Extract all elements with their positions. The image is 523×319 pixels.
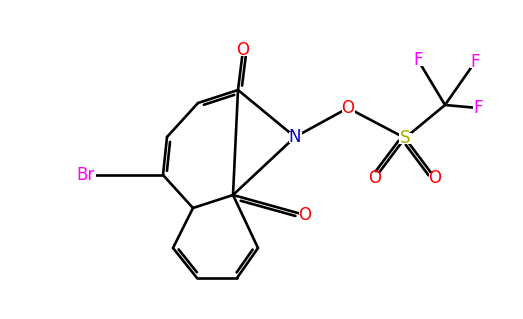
FancyBboxPatch shape [428,173,441,183]
FancyBboxPatch shape [236,44,249,56]
Text: O: O [428,169,441,187]
Text: O: O [342,99,355,117]
FancyBboxPatch shape [289,131,301,143]
Text: F: F [413,51,423,69]
Text: O: O [299,206,312,224]
Text: O: O [369,169,381,187]
FancyBboxPatch shape [399,132,412,144]
Text: F: F [473,99,483,117]
Text: N: N [289,128,301,146]
FancyBboxPatch shape [413,55,424,65]
Text: O: O [236,41,249,59]
FancyBboxPatch shape [369,173,381,183]
Text: F: F [470,53,480,71]
FancyBboxPatch shape [299,210,312,220]
Text: Br: Br [76,166,94,184]
FancyBboxPatch shape [470,56,481,68]
Text: S: S [400,129,410,147]
FancyBboxPatch shape [74,169,96,181]
FancyBboxPatch shape [472,102,483,114]
FancyBboxPatch shape [342,102,355,114]
